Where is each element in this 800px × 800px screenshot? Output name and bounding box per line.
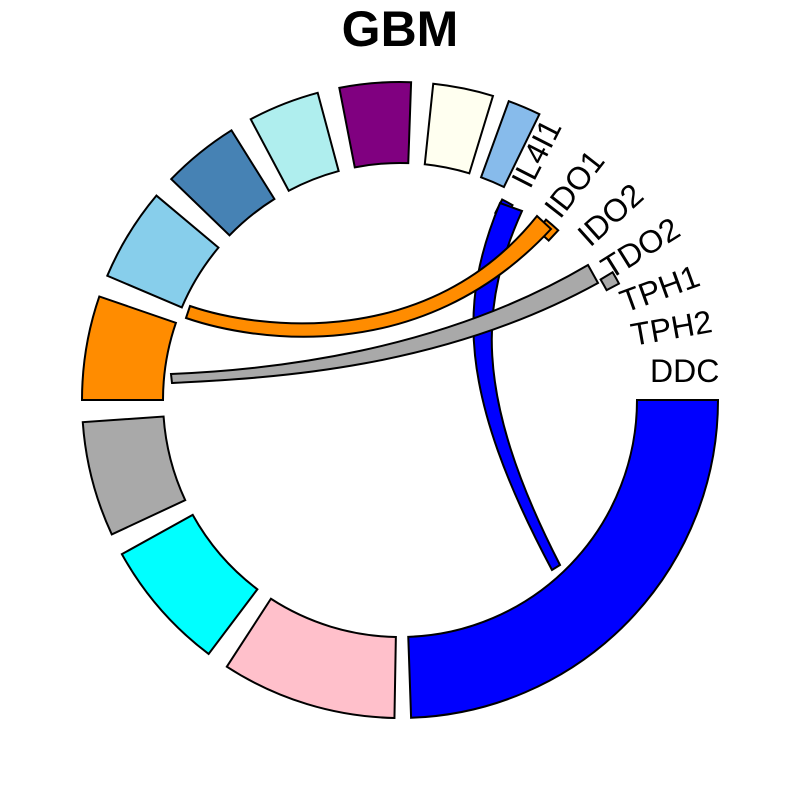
label-ddc: DDC: [650, 353, 719, 389]
link-tdo2-gray: [169, 263, 600, 385]
gene-labels: IL4I1 IDO1 IDO2 TDO2 TPH1 TPH2 DDC: [504, 113, 719, 389]
sector-steelblue: [169, 128, 276, 237]
sector-lightblue: [479, 99, 541, 189]
sector-purple: [338, 81, 413, 169]
sector-ivory: [423, 82, 495, 175]
sector-skyblue: [105, 194, 220, 309]
link-ido1-orange: [184, 214, 553, 338]
sector-pink: [225, 597, 397, 719]
sector-tdo2: [599, 270, 621, 292]
sector-ddc: [407, 399, 720, 719]
sector-orange: [80, 295, 178, 401]
chart-title: GBM: [342, 1, 459, 57]
link-ddc-il4i1: [472, 201, 562, 572]
chord-links: [169, 201, 600, 572]
sector-cyan: [120, 513, 259, 656]
sector-track: [80, 81, 720, 719]
sector-gray: [81, 415, 187, 536]
sector-paleturquoise: [249, 91, 340, 193]
